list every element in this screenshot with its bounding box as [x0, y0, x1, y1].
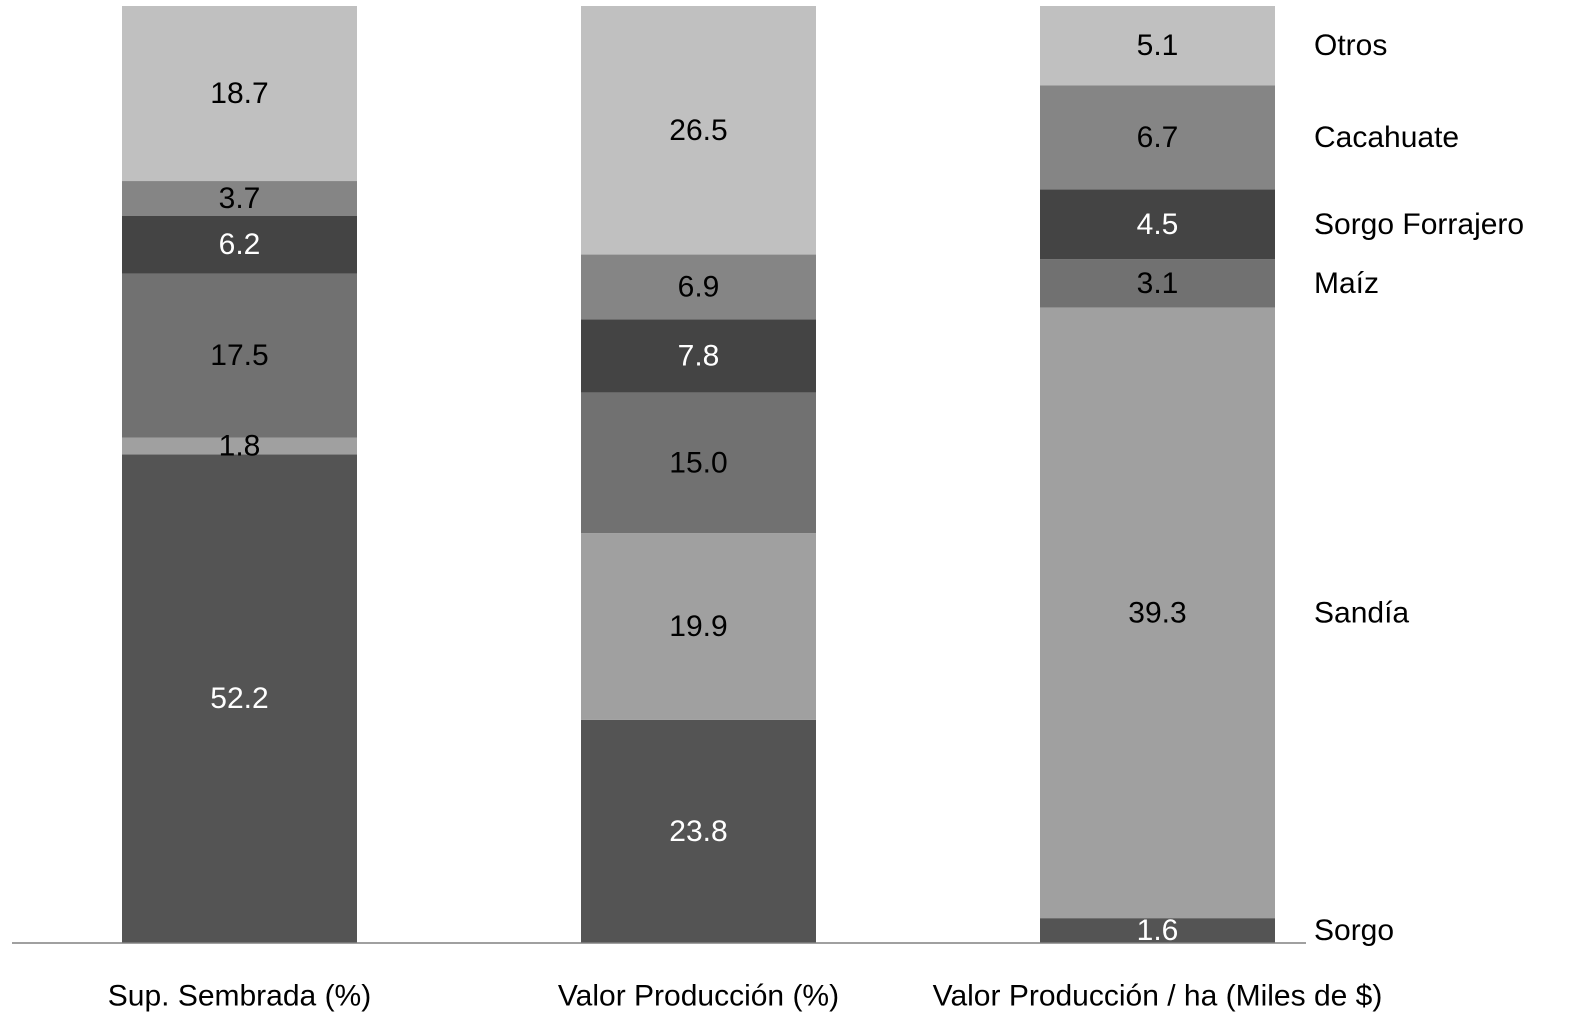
segment-labels-group: 52.2 1.8 17.5 6.2 3.7 18.7 23.8 19.9 15.0 7.8 6.9 2… — [210, 29, 1186, 947]
bar-segment-otros-1 — [122, 6, 357, 182]
bar-segment-maiz-3 — [1040, 259, 1275, 308]
data-label-maiz-2: 15.0 — [669, 446, 727, 479]
data-label-sandia-2: 19.9 — [669, 610, 727, 643]
bar-segment-otros-3 — [1040, 6, 1275, 86]
legend-label-maiz: Maíz — [1314, 267, 1379, 300]
category-label-2: Valor Producción (%) — [558, 980, 839, 1013]
bar-segment-maiz-1 — [122, 273, 357, 438]
data-label-otros-1: 18.7 — [210, 77, 268, 110]
data-label-sorgo-3: 1.6 — [1137, 914, 1179, 947]
bar-segment-cacahuate-1 — [122, 181, 357, 216]
category-labels-group: Sup. Sembrada (%) Valor Producción (%) Val… — [108, 980, 1383, 1013]
data-label-maiz-3: 3.1 — [1137, 267, 1179, 300]
category-label-1: Sup. Sembrada (%) — [108, 980, 371, 1013]
bar-segment-maiz-2 — [581, 392, 816, 534]
legend-label-cacahuate: Cacahuate — [1314, 121, 1459, 154]
data-label-sandia-1: 1.8 — [219, 429, 261, 462]
data-label-sorgo-forrajero-3: 4.5 — [1137, 208, 1179, 241]
data-label-sandia-3: 39.3 — [1128, 596, 1186, 629]
data-label-otros-3: 5.1 — [1137, 29, 1179, 62]
bar-segment-sandia-2 — [581, 533, 816, 720]
data-label-sorgo-forrajero-2: 7.8 — [678, 339, 720, 372]
bar-segment-sorgo-forrajero-2 — [581, 319, 816, 393]
legend-label-otros: Otros — [1314, 29, 1387, 62]
data-label-maiz-1: 17.5 — [210, 339, 268, 372]
data-label-cacahuate-2: 6.9 — [678, 270, 720, 303]
bar-segment-sorgo-1 — [122, 454, 357, 943]
bar-segment-sandia-3 — [1040, 307, 1275, 919]
data-label-cacahuate-1: 3.7 — [219, 182, 261, 215]
data-label-sorgo-forrajero-1: 6.2 — [219, 228, 261, 261]
data-label-sorgo-2: 23.8 — [669, 815, 727, 848]
data-label-cacahuate-3: 6.7 — [1137, 121, 1179, 154]
legend: Sorgo Sandía Maíz Sorgo Forrajero Cacahuate O… — [1314, 29, 1524, 947]
data-label-sorgo-1: 52.2 — [210, 682, 268, 715]
bar-segment-cacahuate-3 — [1040, 85, 1275, 190]
bar-segment-sorgo-2 — [581, 719, 816, 943]
bars-group — [122, 6, 1275, 943]
category-label-3: Valor Producción / ha (Miles de $) — [933, 980, 1383, 1013]
bar-segment-otros-2 — [581, 6, 816, 255]
data-label-otros-2: 26.5 — [669, 114, 727, 147]
bar-segment-cacahuate-2 — [581, 254, 816, 320]
legend-label-sorgo-forrajero: Sorgo Forrajero — [1314, 208, 1524, 241]
bar-segment-sorgo-forrajero-1 — [122, 215, 357, 274]
bar-segment-sorgo-forrajero-3 — [1040, 189, 1275, 260]
bar-segment-sorgo-3 — [1040, 918, 1275, 943]
legend-label-sorgo: Sorgo — [1314, 914, 1394, 947]
bar-segment-sandia-1 — [122, 437, 357, 455]
legend-label-sandia: Sandía — [1314, 596, 1409, 629]
